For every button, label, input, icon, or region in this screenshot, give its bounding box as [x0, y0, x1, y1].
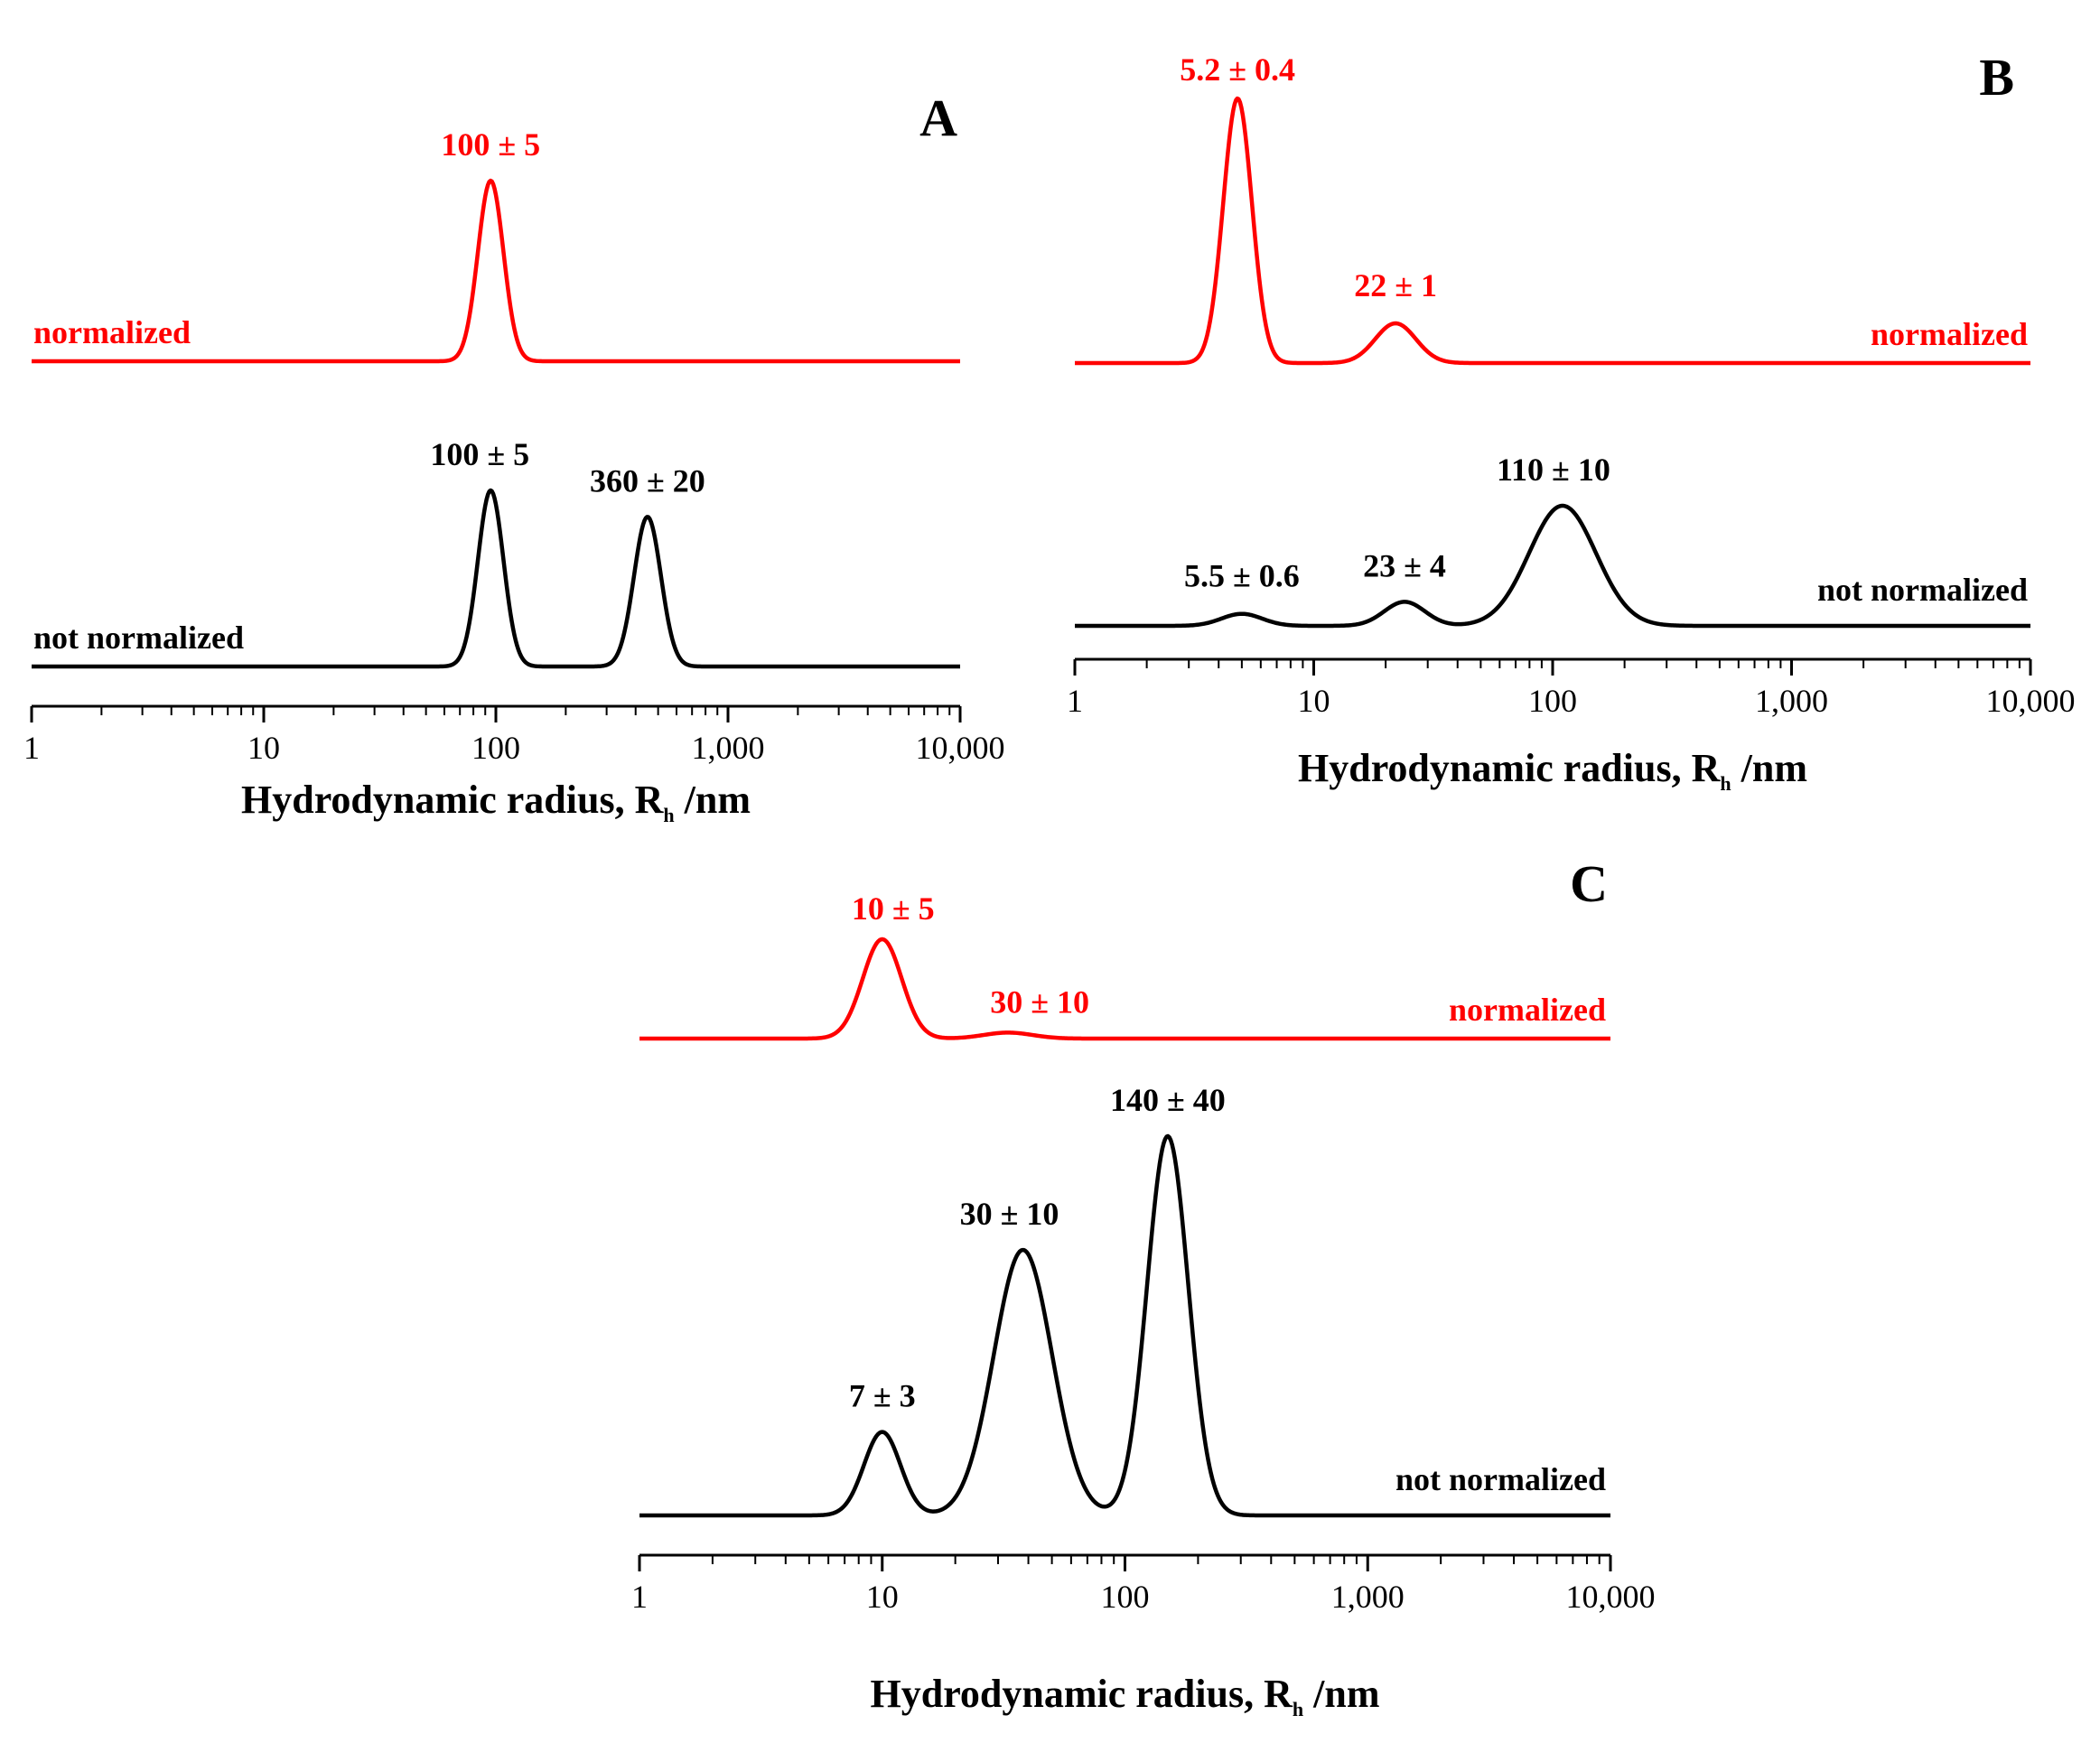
x-tick-label: 1,000	[1331, 1579, 1405, 1615]
series-label-normalized: normalized	[1449, 992, 1606, 1028]
series-label-not-normalized: not normalized	[1395, 1461, 1606, 1497]
series-line-normalized	[31, 178, 961, 364]
series-label-normalized: normalized	[33, 314, 191, 350]
series-label-not-normalized: not normalized	[33, 620, 244, 656]
peak-label: 30 ± 10	[990, 983, 1089, 1020]
x-tick-label: 1,000	[1755, 683, 1828, 719]
x-tick-label: 1	[631, 1579, 648, 1615]
x-tick-label: 10,000	[1566, 1579, 1656, 1615]
x-tick-label: 100	[1528, 683, 1577, 719]
x-tick-label: 10	[866, 1579, 899, 1615]
x-tick-label: 10,000	[916, 730, 1005, 766]
series-line-not-normalized	[1074, 503, 2031, 629]
peak-label: 23 ± 4	[1363, 547, 1446, 583]
series-label-not-normalized: not normalized	[1817, 572, 2028, 608]
peak-label: 30 ± 10	[960, 1196, 1059, 1232]
peak-label: 5.2 ± 0.4	[1180, 51, 1295, 88]
peak-label: 140 ± 40	[1110, 1082, 1226, 1118]
x-tick-label: 1,000	[692, 730, 765, 766]
panel-letter: C	[1570, 854, 1608, 913]
peak-label: 7 ± 3	[849, 1378, 916, 1414]
series-line-not-normalized	[31, 488, 961, 669]
x-tick-label: 100	[1101, 1579, 1150, 1615]
series-line-normalized	[639, 937, 1611, 1041]
peak-label: 100 ± 5	[441, 126, 540, 163]
x-tick-label: 1	[23, 730, 40, 766]
series-line-not-normalized	[639, 1133, 1611, 1518]
x-axis-title: Hydrodynamic radius, Rh /nm	[1298, 746, 1807, 795]
peak-label: 10 ± 5	[852, 890, 935, 927]
series-label-normalized: normalized	[1871, 316, 2028, 352]
x-tick-label: 10,000	[1986, 683, 2076, 719]
peak-label: 100 ± 5	[430, 436, 529, 472]
x-tick-label: 1	[1067, 683, 1083, 719]
peak-label: 110 ± 10	[1497, 452, 1610, 488]
x-axis-title: Hydrodynamic radius, Rh /nm	[241, 778, 751, 826]
x-tick-label: 10	[1298, 683, 1330, 719]
panel-letter: B	[1979, 48, 2014, 107]
x-axis-title: Hydrodynamic radius, Rh /nm	[871, 1672, 1380, 1720]
series-line-normalized	[1074, 96, 2031, 366]
x-tick-label: 10	[247, 730, 280, 766]
peak-label: 5.5 ± 0.6	[1184, 558, 1300, 594]
x-tick-label: 100	[471, 730, 520, 766]
peak-label: 360 ± 20	[590, 462, 705, 499]
panel-letter: A	[919, 89, 957, 147]
peak-label: 22 ± 1	[1354, 267, 1437, 303]
